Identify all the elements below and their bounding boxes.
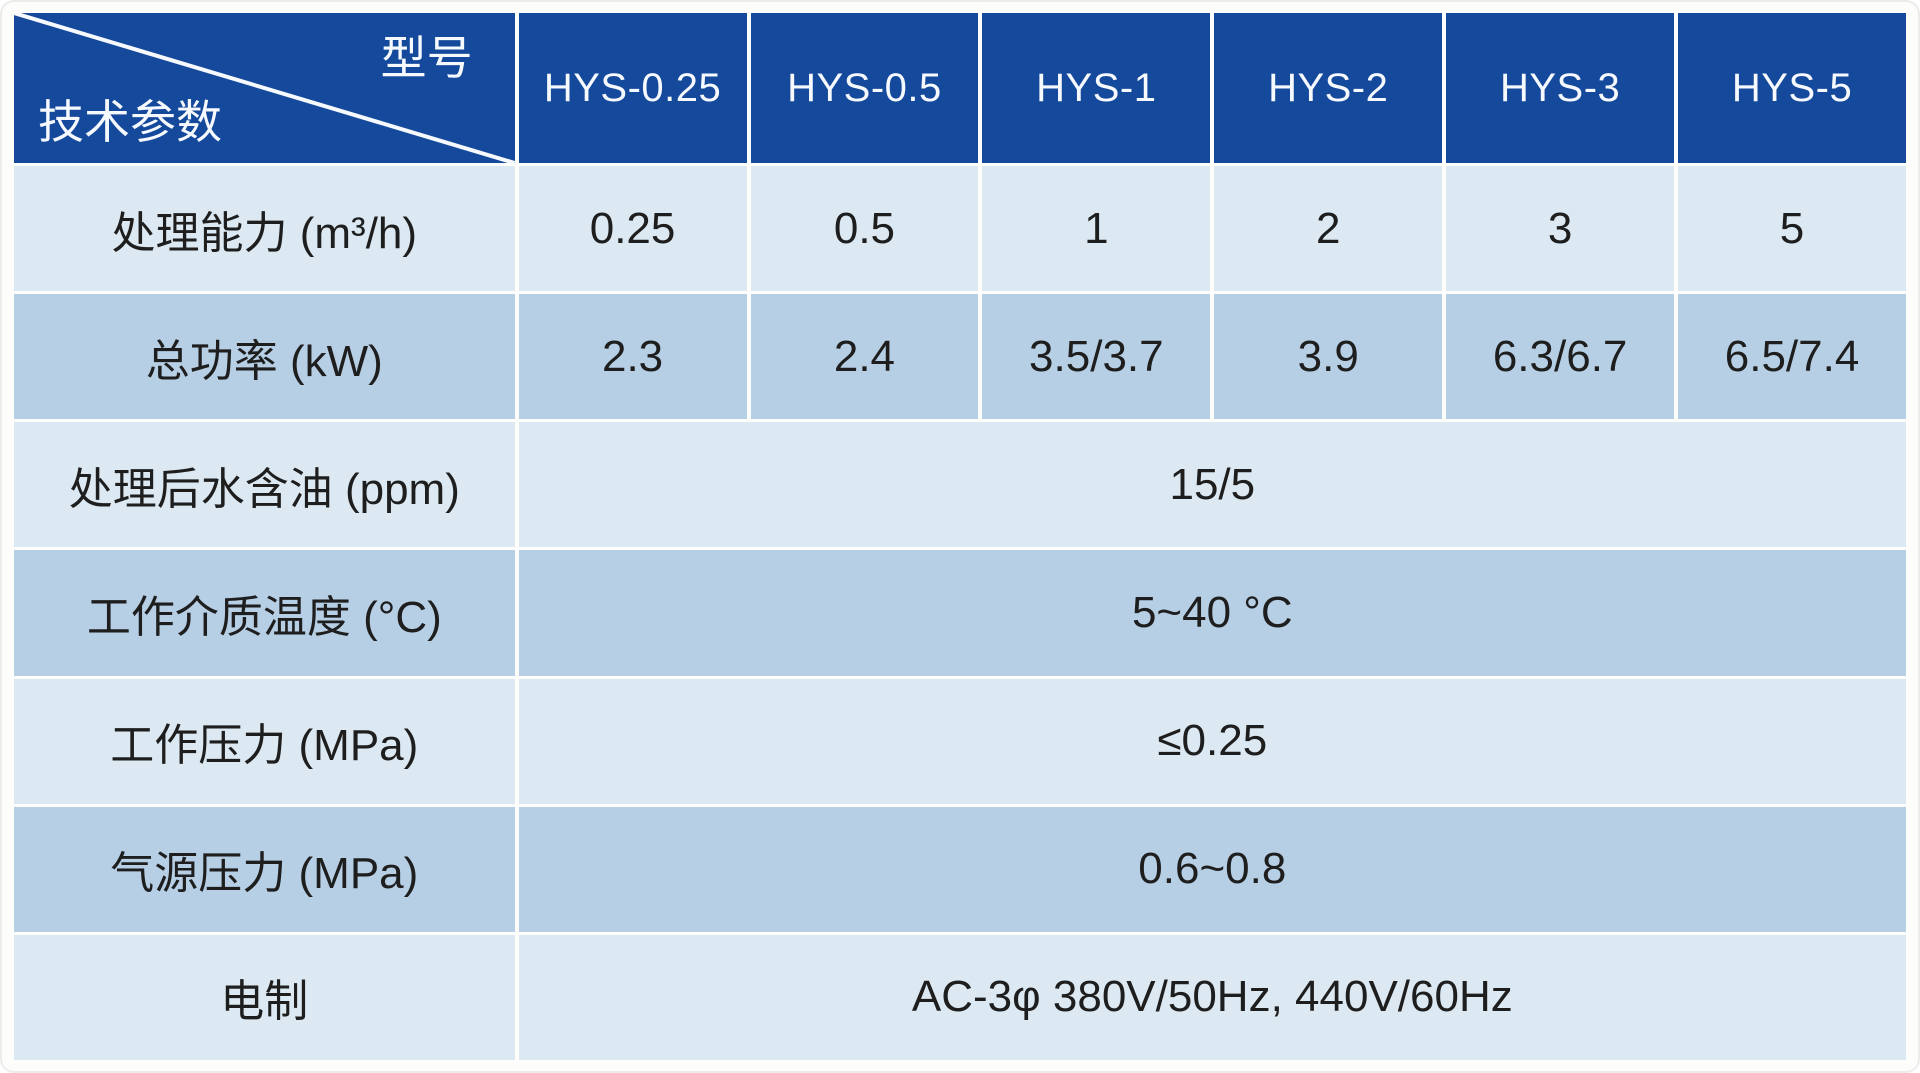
merged-value-cell: 15/5 [518,422,1906,548]
row-air-supply-pressure: 气源压力 (MPa) 0.6~0.8 [14,806,1906,932]
spec-table: 型号 技术参数 HYS-0.25 HYS-0.5 HYS-1 HYS-2 HYS… [10,10,1910,1063]
row-label-working-pressure: 工作压力 (MPa) [14,678,515,804]
column-header-hys-0-25: HYS-0.25 [518,13,747,163]
header-row: 型号 技术参数 HYS-0.25 HYS-0.5 HYS-1 HYS-2 HYS… [14,13,1906,163]
row-working-medium-temperature: 工作介质温度 (°C) 5~40 °C [14,550,1906,676]
corner-model-label: 型号 [380,32,473,84]
row-label-total-power: 总功率 (kW) [14,294,515,420]
value-cell: 0.25 [518,166,747,292]
row-label-air-supply-pressure: 气源压力 (MPa) [14,806,515,932]
value-cell: 6.3/6.7 [1446,294,1675,420]
row-total-power: 总功率 (kW) 2.3 2.4 3.5/3.7 3.9 6.3/6.7 6.5… [14,294,1906,420]
column-header-hys-0-5: HYS-0.5 [750,13,979,163]
value-cell: 3 [1446,166,1675,292]
corner-header-cell: 型号 技术参数 [14,13,515,163]
column-header-hys-3: HYS-3 [1446,13,1675,163]
column-header-hys-5: HYS-5 [1678,13,1906,163]
column-header-hys-2: HYS-2 [1214,13,1443,163]
merged-value-cell: ≤0.25 [518,678,1906,804]
value-cell: 2.4 [750,294,979,420]
value-cell: 5 [1678,166,1906,292]
column-header-hys-1: HYS-1 [982,13,1211,163]
row-label-working-medium-temperature: 工作介质温度 (°C) [14,550,515,676]
diagonal-divider [14,13,515,163]
row-label-processing-capacity: 处理能力 (m³/h) [14,166,515,292]
value-cell: 3.5/3.7 [982,294,1211,420]
value-cell: 1 [982,166,1211,292]
value-cell: 2 [1214,166,1443,292]
value-cell: 2.3 [518,294,747,420]
value-cell: 3.9 [1214,294,1443,420]
row-label-electrical-system: 电制 [14,934,515,1060]
value-cell: 6.5/7.4 [1678,294,1906,420]
row-treated-water-oil-content: 处理后水含油 (ppm) 15/5 [14,422,1906,548]
merged-value-cell: 5~40 °C [518,550,1906,676]
row-working-pressure: 工作压力 (MPa) ≤0.25 [14,678,1906,804]
value-cell: 0.5 [750,166,979,292]
row-label-treated-water-oil-content: 处理后水含油 (ppm) [14,422,515,548]
corner-params-label: 技术参数 [38,96,222,148]
merged-value-cell: 0.6~0.8 [518,806,1906,932]
row-processing-capacity: 处理能力 (m³/h) 0.25 0.5 1 2 3 5 [14,166,1906,292]
merged-value-cell: AC-3φ 380V/50Hz, 440V/60Hz [518,934,1906,1060]
row-electrical-system: 电制 AC-3φ 380V/50Hz, 440V/60Hz [14,934,1906,1060]
